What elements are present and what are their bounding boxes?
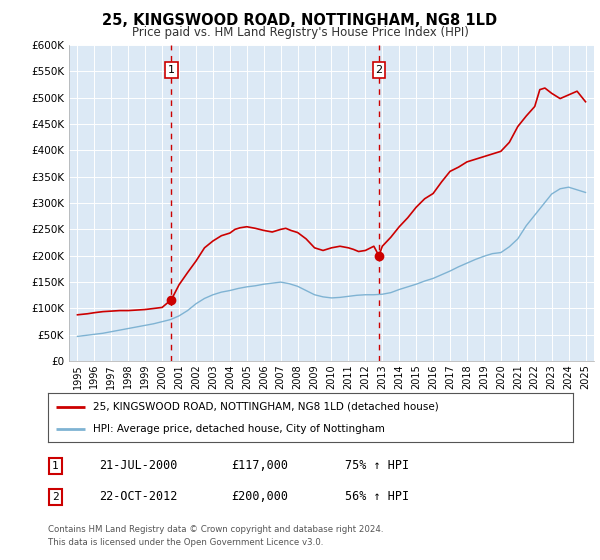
Text: Price paid vs. HM Land Registry's House Price Index (HPI): Price paid vs. HM Land Registry's House … bbox=[131, 26, 469, 39]
Text: 1: 1 bbox=[168, 65, 175, 75]
Text: 25, KINGSWOOD ROAD, NOTTINGHAM, NG8 1LD (detached house): 25, KINGSWOOD ROAD, NOTTINGHAM, NG8 1LD … bbox=[92, 402, 439, 412]
Text: 21-JUL-2000: 21-JUL-2000 bbox=[99, 459, 178, 473]
Text: 2: 2 bbox=[376, 65, 382, 75]
Text: £117,000: £117,000 bbox=[231, 459, 288, 473]
Text: 1: 1 bbox=[52, 461, 59, 471]
Text: 22-OCT-2012: 22-OCT-2012 bbox=[99, 490, 178, 503]
Text: This data is licensed under the Open Government Licence v3.0.: This data is licensed under the Open Gov… bbox=[48, 538, 323, 547]
Text: 25, KINGSWOOD ROAD, NOTTINGHAM, NG8 1LD: 25, KINGSWOOD ROAD, NOTTINGHAM, NG8 1LD bbox=[103, 13, 497, 29]
Text: Contains HM Land Registry data © Crown copyright and database right 2024.: Contains HM Land Registry data © Crown c… bbox=[48, 525, 383, 534]
Text: HPI: Average price, detached house, City of Nottingham: HPI: Average price, detached house, City… bbox=[92, 424, 385, 434]
Text: 75% ↑ HPI: 75% ↑ HPI bbox=[345, 459, 409, 473]
Text: £200,000: £200,000 bbox=[231, 490, 288, 503]
Text: 2: 2 bbox=[52, 492, 59, 502]
Text: 56% ↑ HPI: 56% ↑ HPI bbox=[345, 490, 409, 503]
